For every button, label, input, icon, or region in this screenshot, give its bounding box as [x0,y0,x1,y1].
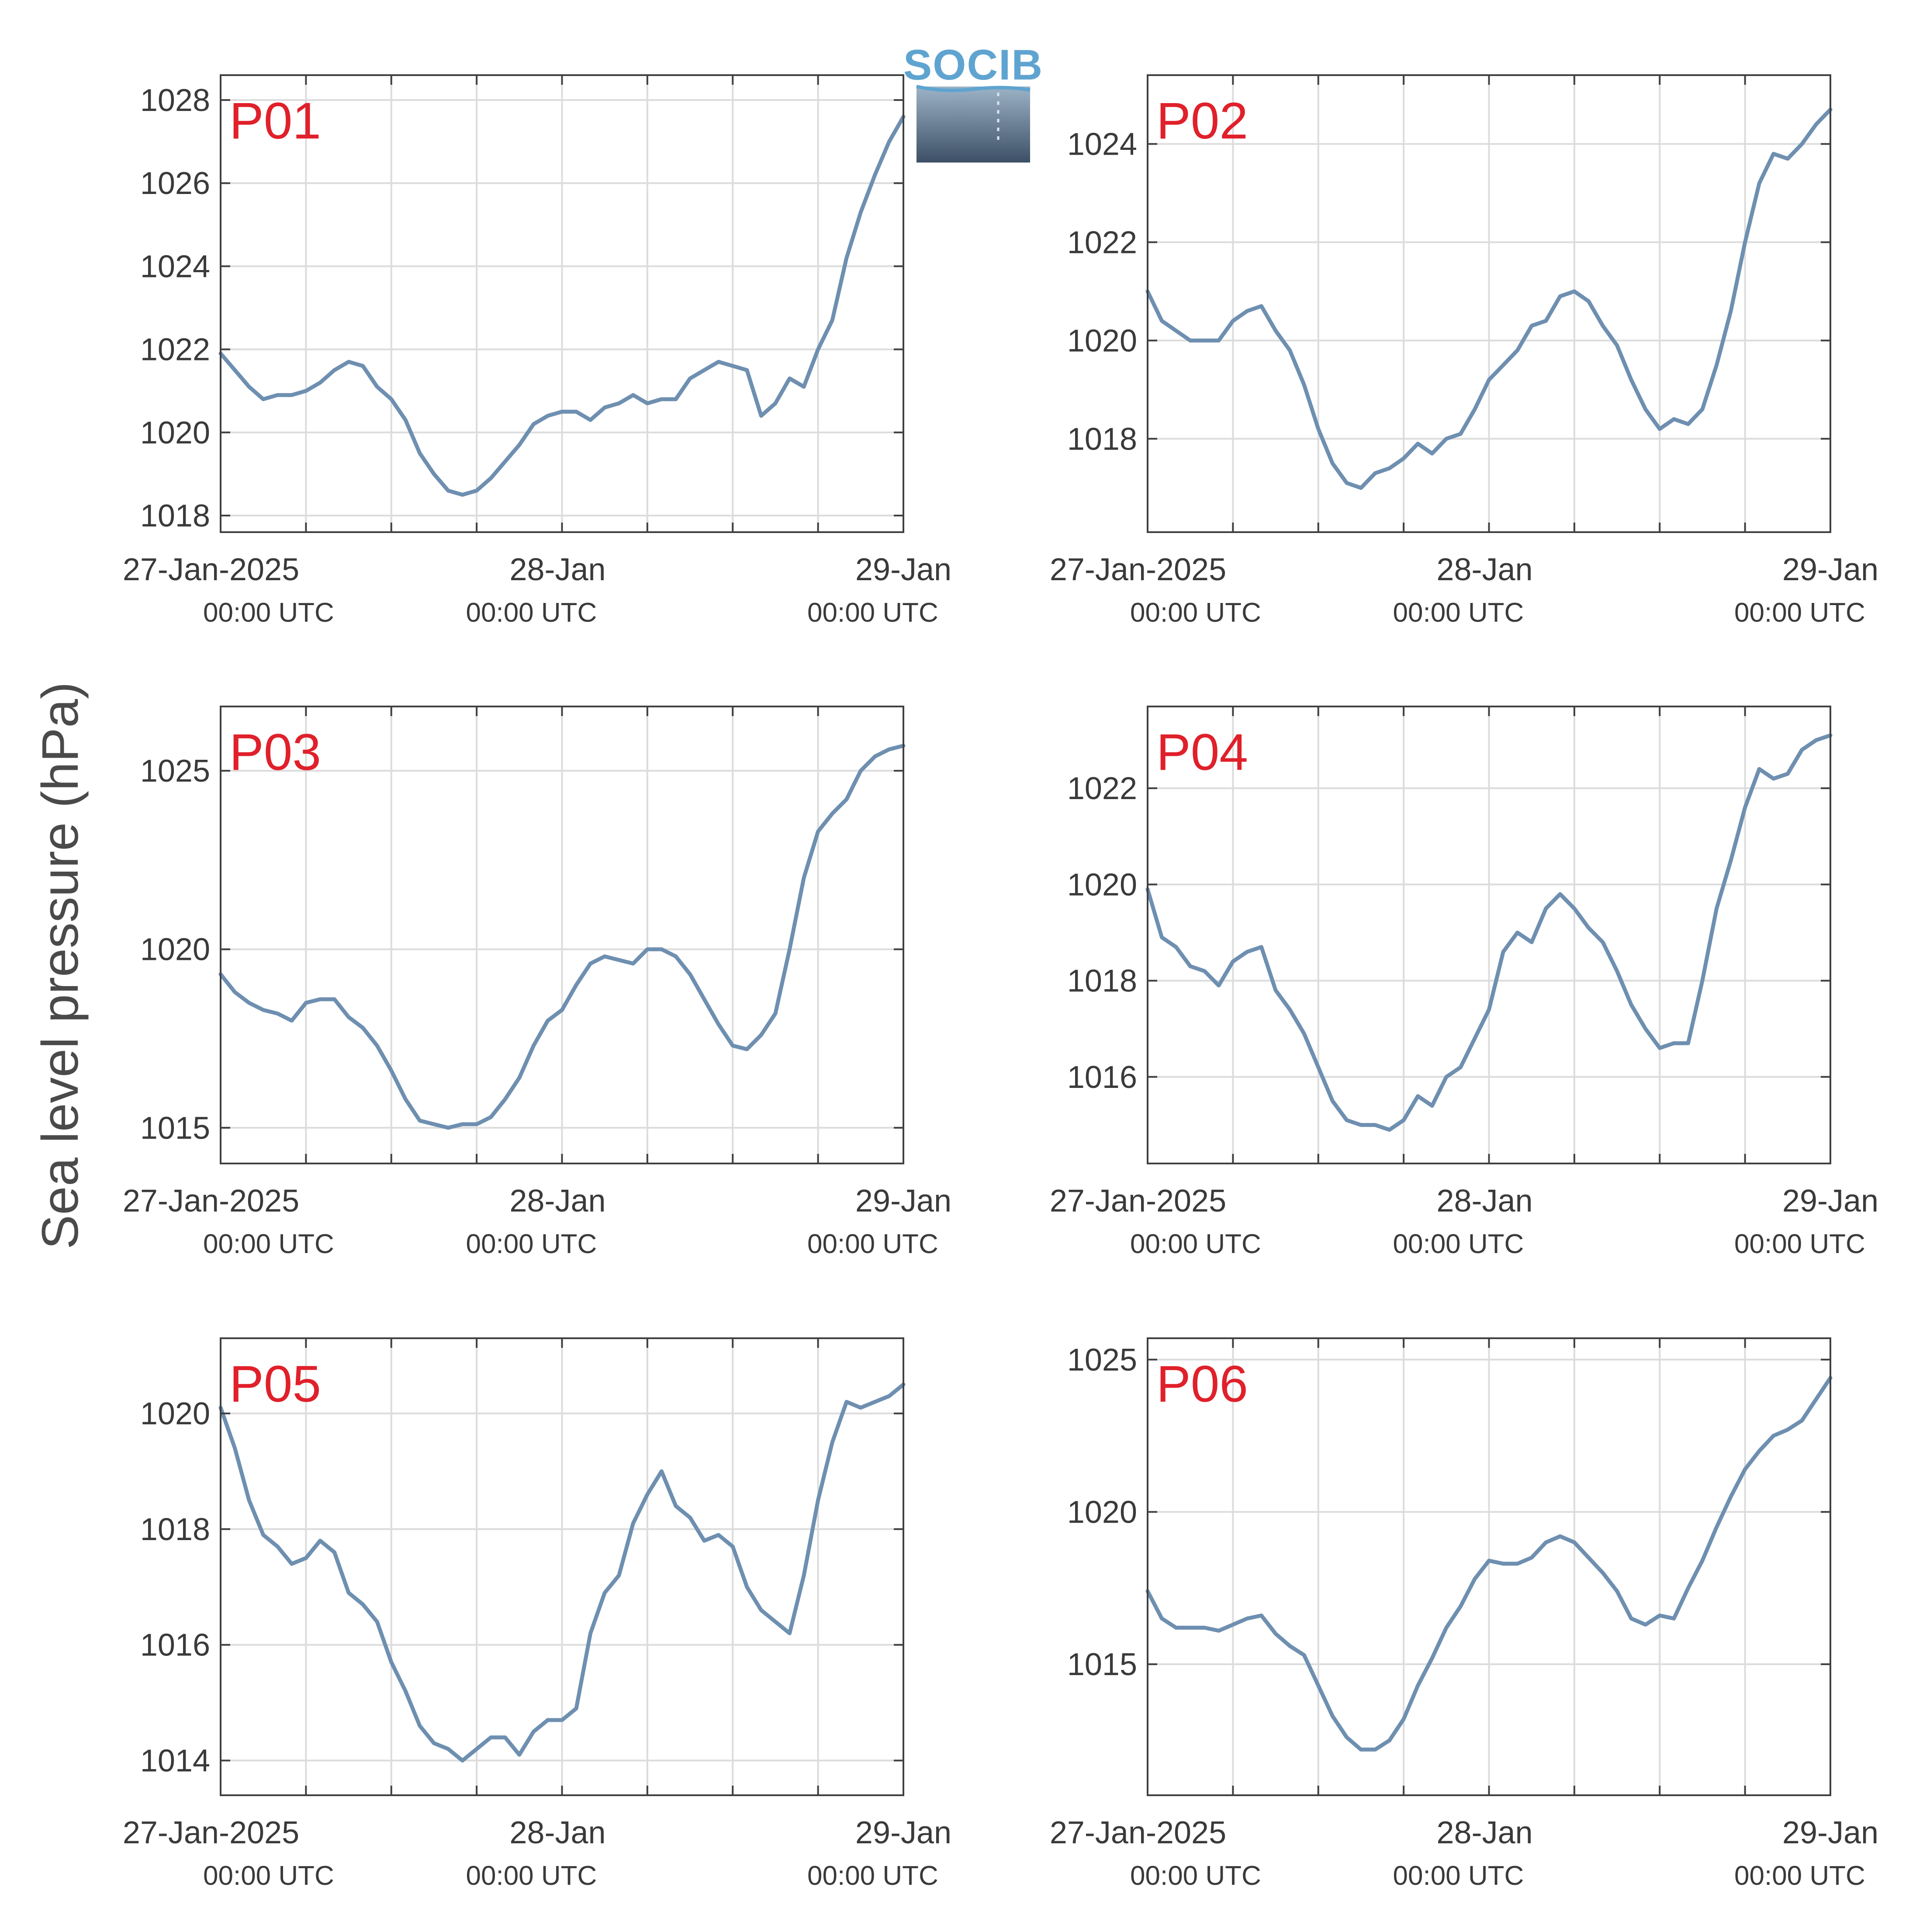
y-axis-label: Sea level pressure (hPa) [31,682,89,1250]
x-tick-sublabel: 00:00 UTC [466,598,597,628]
panel-p04: 1016 1018 1020 1022 27-Jan-2025 00:00 UTC 28-J… [1050,706,1878,1259]
y-tick-label: 1016 [140,1628,210,1663]
x-tick-sublabel: 00:00 UTC [466,1861,597,1891]
x-tick-label: 27-Jan-2025 [123,552,299,587]
x-tick-label: 28-Jan [509,552,605,587]
y-tick-label: 1026 [140,166,210,201]
x-tick-sublabel: 00:00 UTC [1130,1229,1261,1259]
x-tick-label: 29-Jan [1782,1815,1878,1850]
x-tick-label: 29-Jan [1782,552,1878,587]
x-tick-sublabel: 00:00 UTC [807,1229,938,1259]
x-tick-sublabel: 00:00 UTC [807,1861,938,1891]
panel-label: P01 [229,92,321,150]
y-tick-label: 1015 [1067,1647,1137,1682]
panel-label: P06 [1156,1355,1248,1413]
x-tick-label: 29-Jan [855,1815,951,1850]
y-tick-label: 1022 [140,332,210,367]
y-tick-label: 1028 [140,83,210,118]
data-series-line [1145,107,1833,490]
y-tick-label: 1022 [1067,771,1137,806]
x-tick-sublabel: 00:00 UTC [1130,598,1261,628]
x-tick-label: 28-Jan [1436,552,1532,587]
y-tick-label: 1016 [1067,1060,1137,1095]
x-tick-sublabel: 00:00 UTC [203,1861,334,1891]
x-tick-sublabel: 00:00 UTC [1393,1861,1524,1891]
y-tick-label: 1020 [1067,323,1137,358]
panel-p03: 1015 1020 1025 27-Jan-2025 00:00 UTC 28-Jan 00… [123,706,951,1259]
data-series-line [218,744,906,1130]
y-tick-label: 1020 [1067,867,1137,902]
data-series-line [1145,733,1833,1132]
panel-p01: 1018 1020 1022 1024 1026 1028 27-Jan-2025 00:00… [123,74,951,628]
x-tick-sublabel: 00:00 UTC [1130,1861,1261,1891]
x-tick-sublabel: 00:00 UTC [1734,598,1865,628]
panel-p02: 1018 1020 1022 1024 27-Jan-2025 00:00 UTC 28-J… [1050,74,1878,628]
socib-logo: SOCIB [903,41,1043,163]
x-tick-label: 27-Jan-2025 [1050,1184,1226,1219]
y-tick-label: 1018 [1067,422,1137,457]
x-tick-label: 29-Jan [855,1184,951,1219]
x-tick-label: 28-Jan [509,1184,605,1219]
data-series-line [218,114,906,497]
socib-logo-text: SOCIB [903,41,1043,89]
x-tick-sublabel: 00:00 UTC [203,598,334,628]
y-tick-label: 1018 [140,499,210,533]
y-tick-label: 1015 [140,1111,210,1146]
logo-wave-crest [916,85,1031,92]
x-tick-label: 28-Jan [509,1815,605,1850]
panel-label: P03 [229,724,321,781]
y-tick-label: 1020 [140,1396,210,1431]
panel-label: P05 [229,1355,321,1413]
x-tick-label: 27-Jan-2025 [1050,1815,1226,1850]
x-tick-sublabel: 00:00 UTC [466,1229,597,1259]
y-tick-label: 1022 [1067,225,1137,260]
x-tick-label: 27-Jan-2025 [1050,552,1226,587]
panel-label: P04 [1156,724,1248,781]
y-tick-label: 1020 [1067,1495,1137,1530]
x-tick-label: 28-Jan [1436,1815,1532,1850]
y-tick-label: 1025 [1067,1343,1137,1378]
panel-p05: 1014 1016 1018 1020 27-Jan-2025 00:00 UTC 28-J… [123,1337,951,1891]
y-tick-label: 1024 [1067,127,1137,162]
panel-label: P02 [1156,92,1248,150]
y-tick-label: 1018 [140,1512,210,1547]
x-tick-sublabel: 00:00 UTC [203,1229,334,1259]
x-tick-label: 29-Jan [1782,1184,1878,1219]
x-tick-sublabel: 00:00 UTC [807,598,938,628]
x-tick-label: 27-Jan-2025 [123,1184,299,1219]
x-tick-label: 27-Jan-2025 [123,1815,299,1850]
data-series-line [218,1382,906,1763]
x-tick-label: 29-Jan [855,552,951,587]
panel-p06: 1015 1020 1025 27-Jan-2025 00:00 UTC 28-Jan 00… [1050,1337,1878,1891]
x-tick-label: 28-Jan [1436,1184,1532,1219]
y-tick-label: 1024 [140,249,210,284]
y-tick-label: 1018 [1067,964,1137,999]
y-tick-label: 1020 [140,415,210,450]
logo-wave-shape [917,87,1030,163]
panels-container: 1018 1020 1022 1024 1026 1028 27-Jan-2025 00:00… [123,74,1878,1891]
x-tick-sublabel: 00:00 UTC [1734,1229,1865,1259]
data-series-line [1145,1376,1833,1752]
x-tick-sublabel: 00:00 UTC [1734,1861,1865,1891]
y-tick-label: 1020 [140,932,210,967]
x-tick-sublabel: 00:00 UTC [1393,1229,1524,1259]
x-tick-sublabel: 00:00 UTC [1393,598,1524,628]
y-tick-label: 1014 [140,1744,210,1779]
y-tick-label: 1025 [140,754,210,789]
